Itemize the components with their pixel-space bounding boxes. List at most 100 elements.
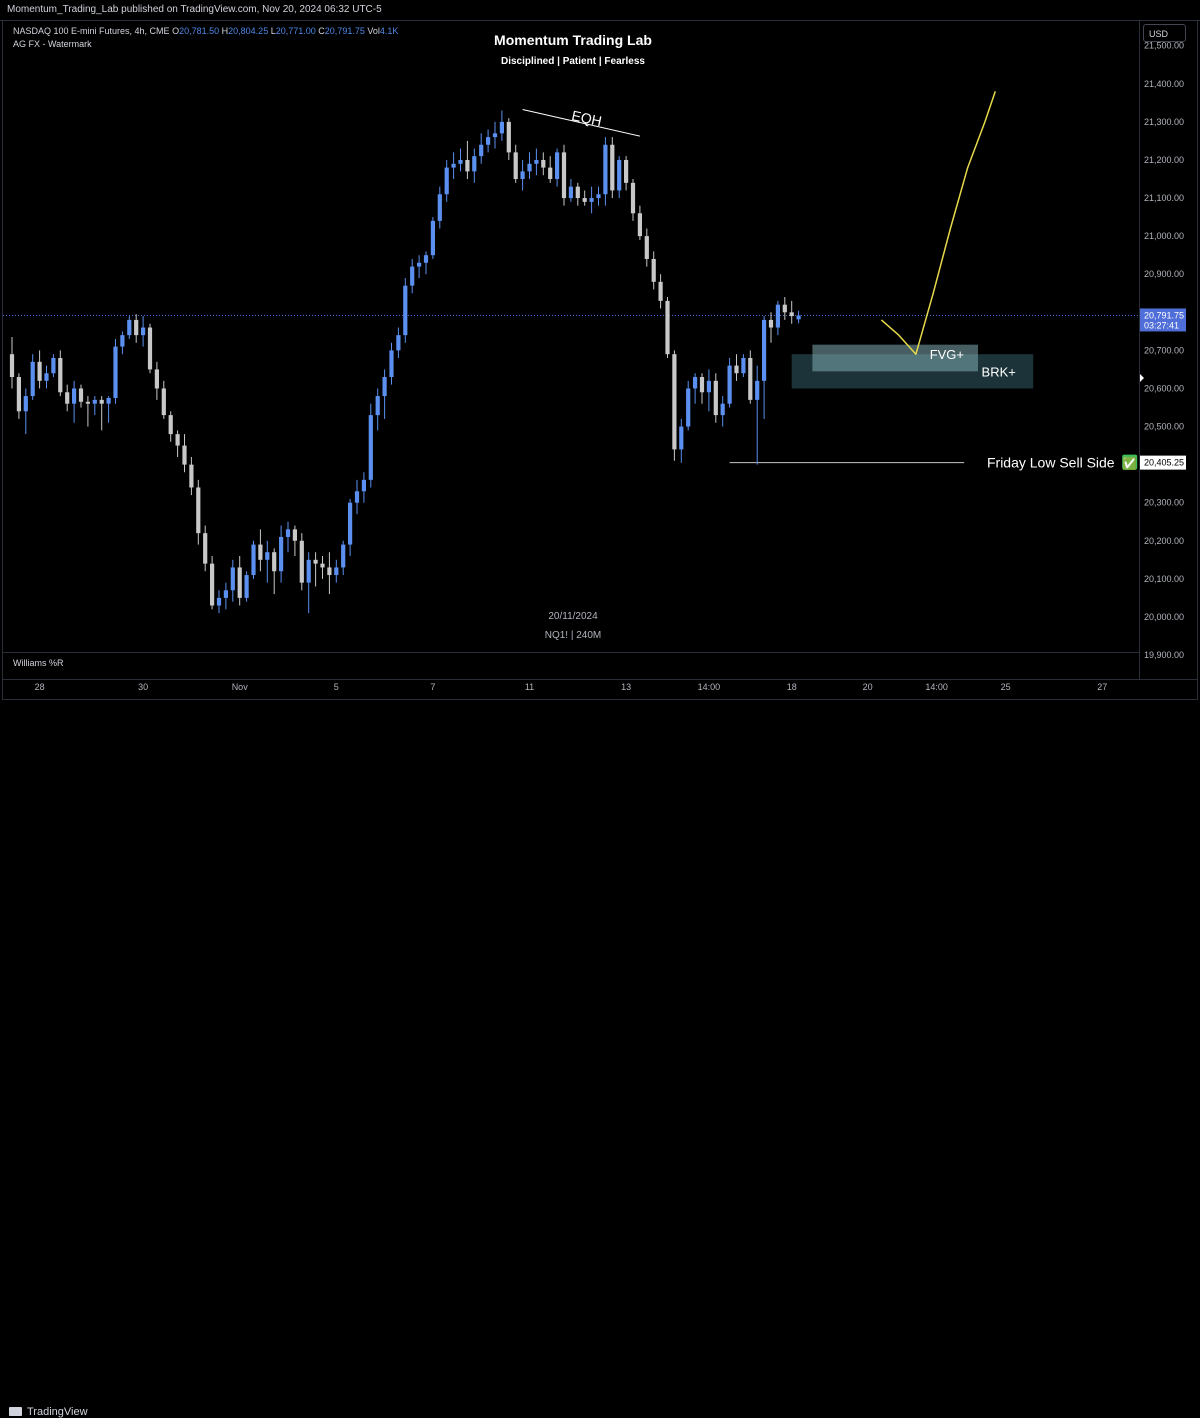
candle — [527, 163, 532, 172]
check-mark-icon: ✅ — [1122, 457, 1137, 471]
candle — [706, 380, 711, 393]
candle — [265, 552, 270, 560]
time-tick-label: 18 — [787, 682, 797, 692]
symbol-legend[interactable]: NASDAQ 100 E-mini Futures, 4h, CME O20,7… — [13, 26, 398, 36]
time-tick-label: 14:00 — [925, 682, 948, 692]
candle — [727, 365, 732, 404]
indicator-legend[interactable]: AG FX - Watermark — [13, 39, 92, 49]
candle — [796, 315, 801, 320]
candle — [782, 304, 787, 313]
candle — [651, 258, 656, 282]
price-tick-label: 20,900.00 — [1144, 269, 1184, 279]
candle — [127, 319, 132, 336]
eqh-label: EQH — [570, 107, 603, 129]
candle — [741, 357, 746, 374]
price-tick-label: 21,400.00 — [1144, 79, 1184, 89]
candle — [644, 236, 649, 259]
candle — [223, 590, 228, 598]
candle — [9, 354, 15, 378]
close-label: C — [318, 26, 325, 36]
candle — [665, 300, 670, 355]
candle — [610, 144, 615, 191]
candle — [458, 159, 463, 164]
candle — [755, 380, 760, 400]
candle — [272, 552, 277, 572]
price-axis-marker-icon — [1140, 374, 1144, 382]
candle — [299, 540, 304, 583]
time-tick-label: 25 — [1001, 682, 1011, 692]
time-tick-label: 30 — [138, 682, 148, 692]
price-tick-label: 21,100.00 — [1144, 193, 1184, 203]
candle — [44, 373, 49, 381]
candle — [327, 567, 332, 576]
time-tick-label: Nov — [232, 682, 249, 692]
current-price-value: 20,791.75 — [1144, 310, 1184, 320]
candle — [85, 401, 90, 404]
tradingview-logo-icon — [9, 1407, 22, 1416]
pane-separator[interactable] — [3, 652, 1139, 653]
chart-frame — [2, 20, 1198, 700]
candle — [113, 346, 118, 398]
candle — [313, 559, 318, 564]
low-value: 20,771.00 — [275, 26, 316, 36]
currency-button[interactable]: USD — [1143, 24, 1186, 42]
instrument-name: NASDAQ 100 E-mini Futures, 4h, CME — [13, 26, 170, 36]
close-value: 20,791.75 — [324, 26, 365, 36]
time-tick-label: 27 — [1097, 682, 1107, 692]
tradingview-logo[interactable]: TradingView — [9, 1406, 88, 1418]
candle — [720, 403, 725, 416]
candle — [341, 544, 346, 568]
candle — [658, 281, 663, 301]
candle — [630, 182, 636, 214]
candle — [237, 567, 242, 598]
candle — [334, 567, 339, 576]
price-tick-label: 20,300.00 — [1144, 498, 1184, 508]
candle — [106, 397, 111, 404]
candle — [789, 312, 794, 317]
vol-value: 4.1K — [379, 26, 399, 36]
candle — [568, 186, 573, 199]
candle — [693, 377, 698, 389]
candle — [154, 369, 159, 389]
price-axis[interactable] — [1139, 20, 1199, 679]
candlestick-chart[interactable]: EQH FVG+ BRK+ Friday Low Sell Side ✅ 19,900.0… — [0, 0, 1200, 723]
candle — [637, 213, 642, 237]
candle — [589, 198, 594, 202]
candle — [210, 563, 215, 606]
candle — [354, 491, 360, 503]
price-tick-label: 20,000.00 — [1144, 612, 1184, 622]
candle — [251, 544, 256, 576]
candle — [520, 171, 525, 180]
candle — [486, 137, 491, 145]
candle — [541, 159, 546, 168]
candle — [596, 194, 601, 199]
watermark-symbol: NQ1! | 240M — [544, 630, 602, 641]
eqh-line — [522, 108, 641, 137]
candle — [23, 396, 28, 412]
candle — [713, 380, 718, 416]
price-tick-label: 19,900.00 — [1144, 650, 1184, 660]
candle — [37, 361, 42, 381]
candle — [65, 392, 70, 404]
footer: TradingView — [0, 700, 1200, 1418]
brand-title: Momentum Trading Lab — [494, 32, 652, 48]
candle — [348, 502, 353, 545]
fvg-label: FVG+ — [930, 347, 964, 362]
countdown-timer: 03:27:41 — [1144, 320, 1179, 330]
williams-r-legend[interactable]: Williams %R — [13, 658, 64, 668]
candle — [403, 285, 408, 336]
candle — [216, 597, 222, 606]
candle — [417, 262, 422, 267]
high-label: H — [221, 26, 229, 36]
candle — [134, 319, 139, 336]
candle — [203, 533, 208, 564]
published-text: Momentum_Trading_Lab published on Tradin… — [7, 4, 382, 15]
candle — [444, 167, 449, 195]
candle — [196, 487, 201, 534]
candle — [768, 319, 774, 328]
candle — [430, 220, 435, 256]
candle — [492, 133, 498, 138]
candle — [561, 152, 567, 199]
projection-path — [880, 91, 997, 355]
candle — [748, 357, 753, 400]
